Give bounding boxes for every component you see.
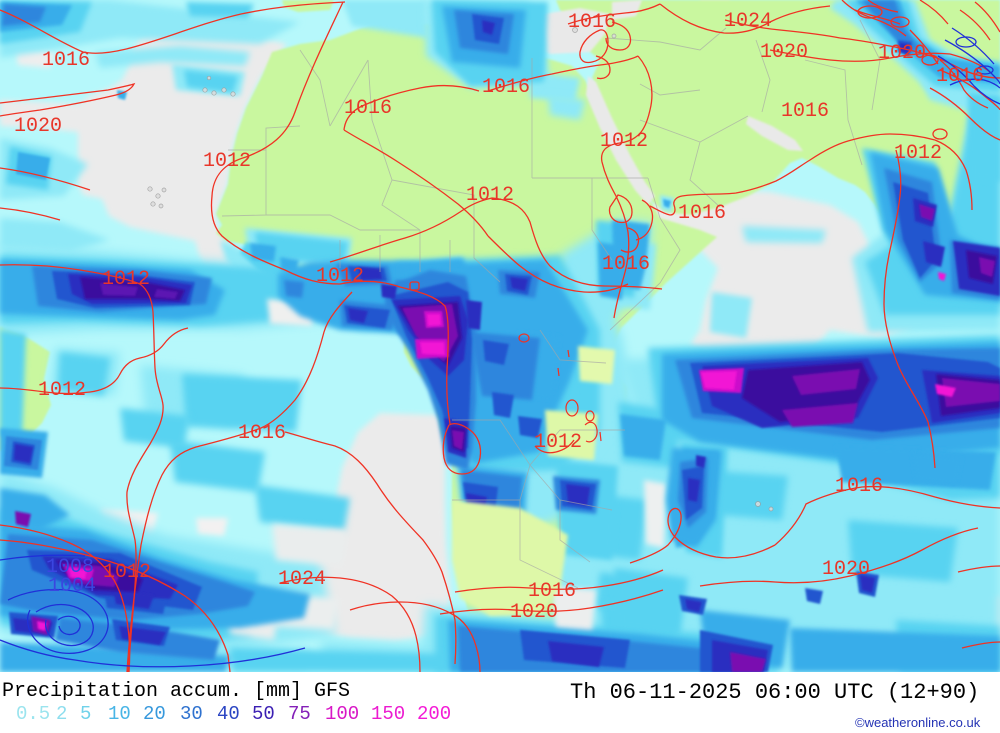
svg-text:1016: 1016 [42,49,90,72]
svg-text:1016: 1016 [678,202,726,225]
svg-text:5: 5 [80,703,91,725]
svg-text:40: 40 [217,703,240,725]
svg-text:1012: 1012 [102,268,150,291]
svg-text:1020: 1020 [822,558,870,581]
svg-text:20: 20 [143,703,166,725]
svg-text:200: 200 [417,703,451,725]
svg-text:100: 100 [325,703,359,725]
svg-text:1020: 1020 [760,41,808,64]
svg-text:1016: 1016 [238,422,286,445]
svg-text:30: 30 [180,703,203,725]
svg-text:2: 2 [56,703,67,725]
svg-text:1016: 1016 [936,65,984,88]
svg-text:1016: 1016 [781,100,829,123]
svg-text:Precipitation accum. [mm] GFS: Precipitation accum. [mm] GFS [2,680,350,703]
svg-text:0.5: 0.5 [16,703,50,725]
svg-text:1024: 1024 [278,568,326,591]
svg-text:1012: 1012 [38,379,86,402]
svg-text:1004: 1004 [48,575,96,598]
svg-text:1024: 1024 [724,10,772,33]
svg-text:1012: 1012 [534,431,582,454]
svg-text:1012: 1012 [894,142,942,165]
svg-text:1016: 1016 [482,76,530,99]
svg-text:Th 06-11-2025 06:00 UTC (12+90: Th 06-11-2025 06:00 UTC (12+90) [570,680,979,705]
svg-text:1012: 1012 [600,130,648,153]
svg-text:1012: 1012 [316,265,364,288]
svg-text:50: 50 [252,703,275,725]
svg-text:1020: 1020 [14,115,62,138]
svg-text:1012: 1012 [203,150,251,173]
svg-text:1008: 1008 [46,556,94,579]
svg-text:1016: 1016 [568,11,616,34]
svg-text:10: 10 [108,703,131,725]
svg-text:1016: 1016 [528,580,576,603]
svg-text:1012: 1012 [466,184,514,207]
svg-text:1016: 1016 [602,253,650,276]
svg-text:©weatheronline.co.uk: ©weatheronline.co.uk [855,715,981,730]
svg-text:1016: 1016 [344,97,392,120]
svg-text:150: 150 [371,703,405,725]
svg-text:1020: 1020 [510,601,558,624]
svg-text:1020: 1020 [878,42,926,65]
svg-text:1016: 1016 [835,475,883,498]
svg-text:75: 75 [288,703,311,725]
svg-text:1012: 1012 [103,561,151,584]
